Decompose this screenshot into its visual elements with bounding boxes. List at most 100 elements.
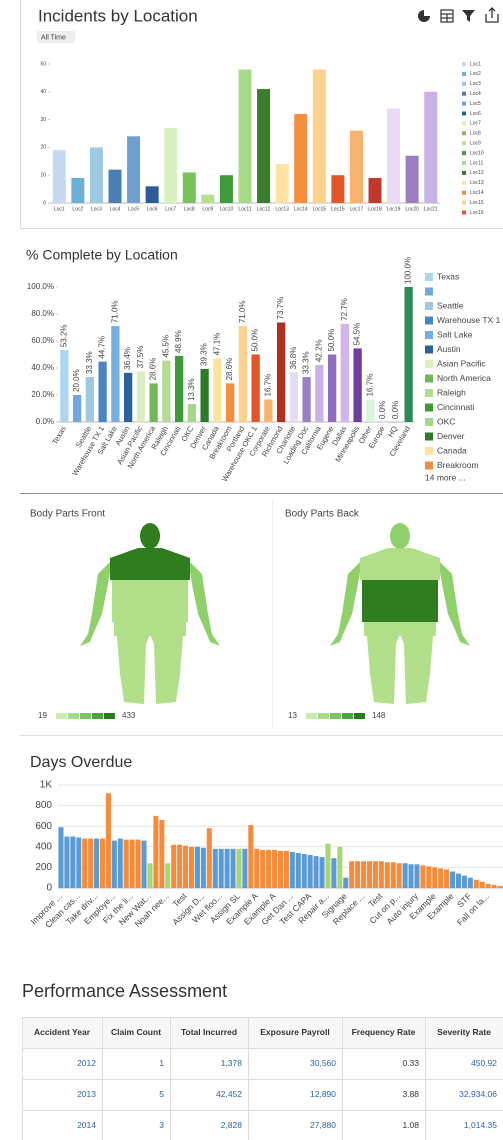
value-label: 54.5% xyxy=(353,323,362,346)
bar xyxy=(278,851,283,888)
scale-swatch xyxy=(56,713,67,719)
legend-more[interactable]: 14 more ... xyxy=(425,472,466,482)
bar xyxy=(64,837,69,889)
chart-subtitle: All Time xyxy=(41,34,66,41)
legend-swatch xyxy=(425,273,433,281)
x-tick-label: Loc9 xyxy=(202,206,213,212)
bar xyxy=(294,114,307,203)
bar xyxy=(260,850,265,888)
torso-upper xyxy=(110,548,190,580)
x-tick-label: Loc7 xyxy=(165,206,176,212)
table-icon[interactable] xyxy=(441,10,453,22)
bar xyxy=(213,358,221,422)
bar xyxy=(444,869,449,888)
legend-label: Loc14 xyxy=(470,190,484,196)
table-cell: 1,378 xyxy=(221,1058,243,1068)
bar xyxy=(379,861,384,888)
bar xyxy=(492,885,497,888)
scale-swatch xyxy=(330,713,341,719)
table-cell: 3 xyxy=(159,1120,164,1130)
bar xyxy=(146,186,159,203)
legend-label: Raleigh xyxy=(437,387,466,397)
body-title: Body Parts Front xyxy=(30,509,105,520)
bar xyxy=(456,874,461,888)
dashboard: Body Parts Front Body Parts Back 19 433 … xyxy=(0,0,503,1140)
bar xyxy=(251,355,259,423)
bar xyxy=(183,172,196,203)
bar xyxy=(254,849,259,888)
legend-label: Loc16 xyxy=(470,210,484,216)
legend-label: Asian Pacific xyxy=(437,358,486,368)
y-tick-label: 80.0% xyxy=(31,309,54,318)
scale-max: 148 xyxy=(372,711,386,720)
bar xyxy=(189,847,194,888)
legend-label: Loc13 xyxy=(470,180,484,186)
value-label: 71.0% xyxy=(110,300,119,323)
scale-min: 13 xyxy=(288,711,297,720)
legend-label: Austin xyxy=(437,344,461,354)
legend-label: Seattle xyxy=(437,300,464,310)
x-tick-label: Loc13 xyxy=(275,206,289,212)
bar xyxy=(171,845,176,888)
bar xyxy=(379,422,387,423)
x-tick-label: Loc17 xyxy=(350,206,364,212)
legend-swatch xyxy=(425,302,433,310)
table-cell: 1,014.35 xyxy=(464,1120,497,1130)
bar xyxy=(341,324,349,422)
scale-swatch xyxy=(306,713,317,719)
table-cell: 42,452 xyxy=(216,1089,242,1099)
y-tick-label: 40.0% xyxy=(31,363,54,372)
legend-swatch xyxy=(462,102,466,106)
bar xyxy=(302,377,310,422)
bar xyxy=(225,849,230,888)
bar xyxy=(474,880,479,888)
bar xyxy=(142,841,147,888)
legend-label: Salt Lake xyxy=(437,329,473,339)
value-label: 48.9% xyxy=(174,330,183,353)
bar xyxy=(320,857,325,888)
legend-label: Loc6 xyxy=(470,111,481,117)
y-tick-label: 10 xyxy=(40,173,46,179)
scale-swatch xyxy=(342,713,353,719)
column-header: Frequency Rate xyxy=(352,1027,416,1037)
bar xyxy=(313,70,326,203)
chart-title: Incidents by Location xyxy=(38,6,198,25)
table-cell: 2,828 xyxy=(221,1120,243,1130)
table-cell: 2012 xyxy=(77,1058,96,1068)
x-tick-label: Loc10 xyxy=(220,206,234,212)
bar xyxy=(277,323,285,422)
bar xyxy=(391,862,396,888)
bar xyxy=(239,70,252,203)
bar xyxy=(337,847,342,888)
legend-swatch xyxy=(425,462,433,470)
bar xyxy=(239,326,247,422)
legend-label: Warehouse TX 1 xyxy=(437,315,501,325)
y-tick-label: 60.0% xyxy=(31,336,54,345)
bar xyxy=(118,839,123,888)
bar xyxy=(385,862,390,888)
value-label: 42.2% xyxy=(314,339,323,362)
legend-label: Texas xyxy=(437,271,459,281)
legend-label: Loc8 xyxy=(470,131,481,137)
pie-icon[interactable] xyxy=(418,9,431,22)
bar xyxy=(314,856,319,888)
x-tick-label: Loc14 xyxy=(294,206,308,212)
legend-label: Loc12 xyxy=(470,170,484,176)
bar xyxy=(302,854,307,888)
chart-title: Days Overdue xyxy=(30,754,132,771)
filter-icon[interactable] xyxy=(462,10,475,22)
share-icon[interactable] xyxy=(486,8,498,22)
bar xyxy=(70,837,75,889)
value-label: 13.3% xyxy=(187,378,196,401)
head xyxy=(390,523,410,549)
bar xyxy=(100,839,105,888)
y-tick-label: 0 xyxy=(46,883,52,894)
bar xyxy=(86,377,94,422)
legend-label: Canada xyxy=(437,445,467,455)
bar xyxy=(90,147,103,203)
bar xyxy=(201,195,214,203)
table-title: Performance Assessment xyxy=(22,981,227,1001)
arm xyxy=(188,560,220,646)
x-tick-label: Loc20 xyxy=(405,206,419,212)
bar xyxy=(94,839,99,888)
